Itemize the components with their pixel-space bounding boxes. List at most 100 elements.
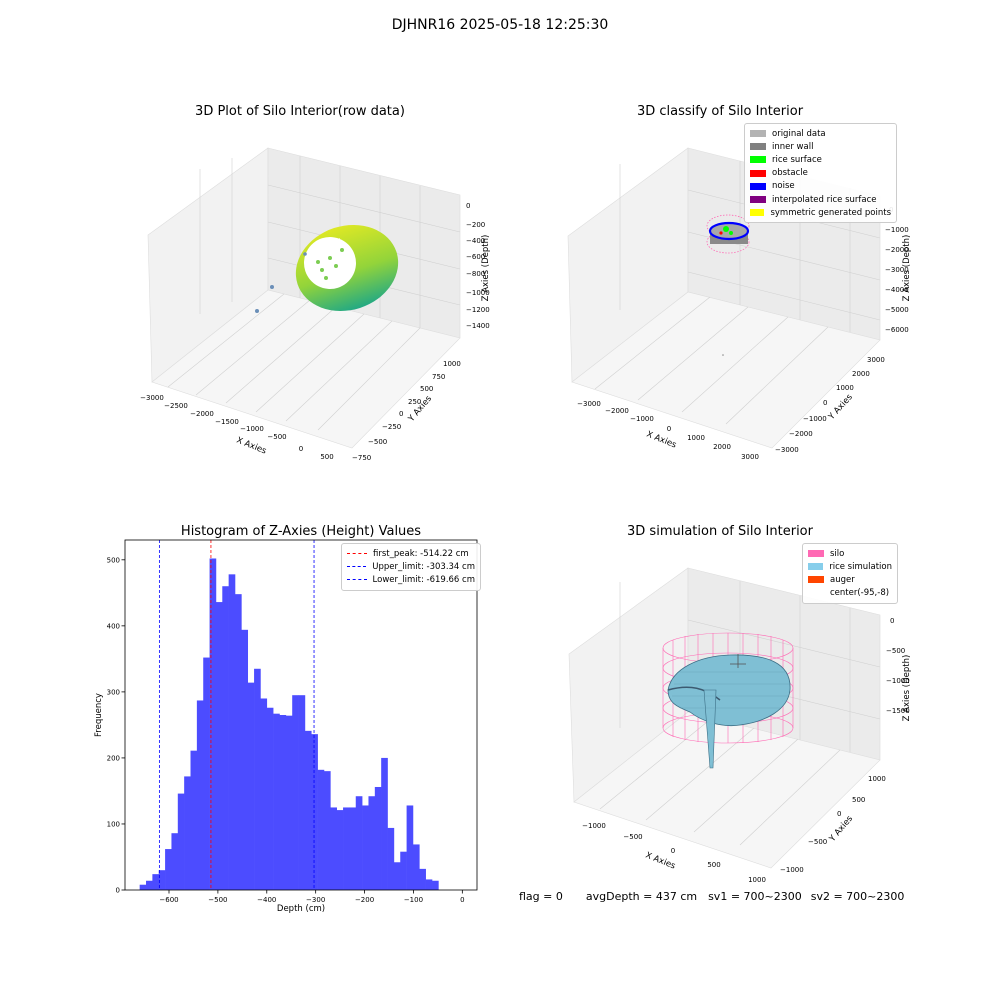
histogram-bar <box>432 880 439 890</box>
legend-label: original data <box>772 128 826 139</box>
histogram-bar <box>266 707 274 890</box>
histogram-bar <box>406 805 414 890</box>
panel4-ylabel: Y Axies <box>827 814 855 845</box>
histogram-bar <box>171 833 179 890</box>
legend-entry: interpolated rice surface <box>750 193 891 206</box>
svg-text:0: 0 <box>667 425 671 433</box>
figure-title: DJHNR16 2025-05-18 12:25:30 <box>391 17 609 33</box>
histogram-bar <box>228 574 236 890</box>
svg-text:−5000: −5000 <box>885 306 909 314</box>
status-line: flag = 0 avgDepth = 437 cm sv1 = 700~230… <box>519 890 904 903</box>
legend-label: rice simulation <box>829 561 892 572</box>
histogram-x-tick-label: −200 <box>355 896 374 904</box>
panel3-title: Histogram of Z-Axies (Height) Values <box>180 524 422 539</box>
histogram-bar <box>285 715 293 890</box>
histogram-bar <box>254 668 261 890</box>
histogram-bar <box>393 862 401 890</box>
svg-text:−1000: −1000 <box>885 226 909 234</box>
legend-entry: auger <box>808 573 892 586</box>
svg-text:0: 0 <box>837 810 841 818</box>
svg-text:−1000: −1000 <box>630 415 654 423</box>
legend-label: Lower_limit: -619.66 cm <box>372 574 475 585</box>
panel2-x-ticks: −3000 −2000−1000 0 1000 2000 3000 <box>577 400 759 461</box>
svg-text:−750: −750 <box>352 454 371 462</box>
svg-text:500: 500 <box>320 453 333 461</box>
panel1-ring-surface <box>295 224 399 312</box>
svg-text:1000: 1000 <box>836 384 854 392</box>
histogram-y-tick-label: 0 <box>116 887 120 895</box>
histogram-vlines <box>158 540 315 890</box>
histogram-bar <box>336 810 344 890</box>
legend-entry: center(-95,-8) <box>808 587 892 600</box>
panel1-y-ticks: −750 −500 −250 0 250 500 750 1000 <box>352 360 461 462</box>
histogram-bar <box>273 713 280 890</box>
legend-entry: rice simulation <box>808 560 892 573</box>
histogram-ylabel: Frequency <box>94 693 104 737</box>
histogram-x-tick-label: −600 <box>159 896 178 904</box>
histogram-bar <box>355 796 363 890</box>
legend-entry: rice surface <box>750 153 891 166</box>
svg-text:−250: −250 <box>382 423 401 431</box>
histogram-bar <box>146 880 153 890</box>
histogram-x-tick-label: −400 <box>257 896 276 904</box>
legend-label: auger <box>830 574 855 585</box>
legend-entry: original data <box>750 127 891 140</box>
svg-text:0: 0 <box>671 847 675 855</box>
svg-text:1000: 1000 <box>748 876 766 884</box>
svg-text:0: 0 <box>399 410 403 418</box>
histogram-bar <box>425 879 433 890</box>
svg-text:−500: −500 <box>368 438 387 446</box>
panel3-legend: first_peak: -514.22 cm Upper_limit: -303.… <box>341 543 481 591</box>
legend-label: first_peak: -514.22 cm <box>373 548 469 559</box>
legend-swatch <box>750 169 766 177</box>
legend-entry: symmetric generated points <box>750 206 891 219</box>
legend-label: obstacle <box>772 168 808 179</box>
legend-label: silo <box>830 548 845 559</box>
legend-swatch <box>750 182 766 190</box>
histogram-bar <box>304 730 312 890</box>
legend-swatch <box>347 579 367 581</box>
svg-text:1000: 1000 <box>443 360 461 368</box>
histogram-bar <box>381 757 388 890</box>
svg-text:−3000: −3000 <box>140 394 164 402</box>
svg-text:−1000: −1000 <box>582 822 606 830</box>
histogram-y-tick-label: 400 <box>107 622 120 630</box>
histogram-bar <box>419 868 426 890</box>
histogram-bar <box>184 776 191 890</box>
histogram-bar <box>412 844 420 890</box>
histogram-y-tick-label: 200 <box>107 754 120 762</box>
histogram-x-tick-label: −100 <box>404 896 423 904</box>
histogram-bar <box>196 700 204 890</box>
panel4-legend: silo rice simulation auger center(-95,-8) <box>802 543 898 604</box>
legend-swatch <box>750 196 766 204</box>
legend-label: interpolated rice surface <box>772 194 877 205</box>
legend-swatch <box>750 156 766 164</box>
histogram-bar <box>241 629 249 890</box>
histogram-bar <box>260 698 268 890</box>
svg-text:−500: −500 <box>808 838 827 846</box>
svg-text:500: 500 <box>852 796 865 804</box>
legend-swatch <box>808 550 824 558</box>
panel2-legend: original data inner wall rice surface obsta… <box>744 123 897 224</box>
svg-text:−500: −500 <box>886 647 905 655</box>
histogram-bar <box>400 851 407 890</box>
legend-entry: Lower_limit: -619.66 cm <box>347 573 475 586</box>
svg-text:−1000: −1000 <box>780 866 804 874</box>
histogram-bar <box>215 602 223 890</box>
histogram-bar <box>222 586 229 890</box>
panel4-x-ticks: −1000 −500 0 500 1000 <box>582 822 766 884</box>
svg-text:−500: −500 <box>267 433 286 441</box>
panel2-y-ticks: −3000 −2000 −1000 0 1000 2000 3000 <box>775 356 885 454</box>
svg-text:−1500: −1500 <box>886 707 910 715</box>
histogram-y-tick-label: 100 <box>107 820 120 828</box>
flag-value: flag = 0 <box>519 890 563 903</box>
histogram-bar <box>374 786 382 890</box>
panel1-zlabel: Z Axies (Depth) <box>481 235 491 302</box>
histogram-bar <box>209 558 217 890</box>
svg-text:−1200: −1200 <box>466 306 490 314</box>
legend-swatch <box>347 566 367 568</box>
histogram-bars <box>139 558 439 890</box>
svg-text:0: 0 <box>890 617 894 625</box>
